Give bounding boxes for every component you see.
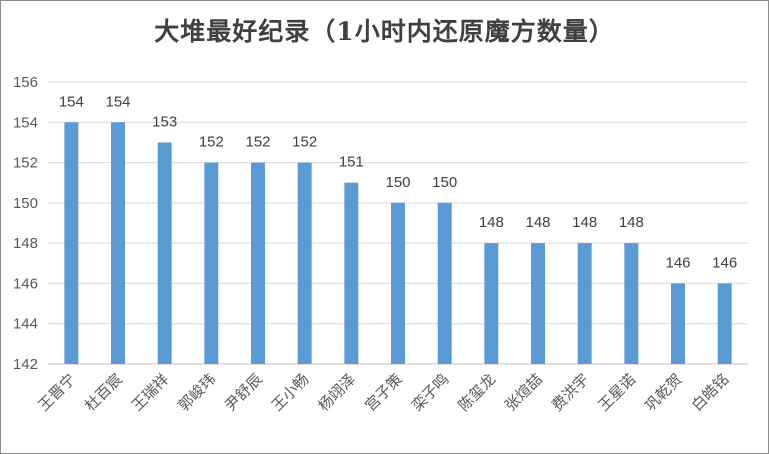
data-label: 150: [385, 174, 410, 191]
data-label: 148: [525, 214, 550, 231]
bar: [391, 202, 405, 364]
bar: [531, 243, 545, 364]
data-label: 154: [59, 93, 84, 110]
y-tick-label: 154: [13, 114, 38, 131]
y-tick-label: 148: [13, 235, 38, 252]
data-label: 146: [712, 254, 737, 271]
bar: [624, 243, 639, 364]
y-tick-label: 150: [13, 195, 38, 212]
bar: [717, 283, 732, 364]
data-label: 152: [199, 134, 224, 151]
y-tick-label: 142: [13, 356, 38, 373]
category-label: 王小畅: [268, 370, 313, 415]
y-tick-label: 152: [13, 155, 38, 172]
bar: [111, 122, 125, 365]
category-label: 杜百宸: [81, 370, 126, 415]
data-label: 151: [339, 154, 364, 171]
data-labels: 154 154 153 152 152 152 151 150 150 148 148 148 148 1…: [59, 93, 737, 271]
category-label: 栾子鸣: [408, 370, 453, 415]
data-label: 153: [152, 113, 177, 130]
bar: [577, 243, 592, 364]
data-label: 150: [432, 174, 457, 191]
category-label: 陈玺龙: [455, 370, 500, 415]
chart-title: 大堆最好纪录（1小时内还原魔方数量）: [154, 17, 615, 46]
bar: [484, 243, 499, 364]
bar: [297, 162, 312, 364]
data-label: 148: [619, 214, 644, 231]
category-label: 杨翊泽: [315, 370, 360, 415]
bar: [204, 162, 219, 364]
bars: [64, 122, 732, 365]
category-label: 郭峻玮: [175, 370, 220, 415]
category-label: 宫子策: [361, 370, 406, 415]
category-label: 尹舒辰: [221, 370, 266, 415]
bar: [344, 182, 359, 364]
data-label: 148: [572, 214, 597, 231]
bar: [671, 283, 685, 364]
y-tick-label: 146: [13, 275, 38, 292]
bar: [64, 122, 79, 365]
category-label: 王瑞祥: [128, 370, 173, 415]
x-axis-categories: 王晋宁 杜百宸 王瑞祥 郭峻玮 尹舒辰 王小畅 杨翊泽 宫子策 栾子鸣 陈玺龙 张煊喆 费洪宇 王星诺巩…: [35, 370, 733, 415]
category-label: 王星诺: [595, 370, 640, 415]
data-label: 152: [292, 134, 317, 151]
y-tick-label: 144: [13, 316, 38, 333]
y-tick-label: 156: [13, 74, 38, 91]
category-label: 白皓铭: [688, 370, 733, 415]
data-label: 146: [665, 254, 690, 271]
y-axis-ticks: 142 144 146 148 150 152 154 156: [13, 74, 38, 373]
category-label: 王晋宁: [35, 370, 80, 415]
bar: [157, 142, 172, 364]
data-label: 152: [245, 134, 270, 151]
data-label: 154: [105, 93, 130, 110]
data-label: 148: [479, 214, 504, 231]
bar: [251, 162, 265, 364]
category-label: 巩乾贺: [641, 370, 686, 415]
bar: [437, 202, 452, 364]
category-label: 费洪宇: [548, 370, 593, 415]
category-label: 张煊喆: [501, 370, 546, 415]
